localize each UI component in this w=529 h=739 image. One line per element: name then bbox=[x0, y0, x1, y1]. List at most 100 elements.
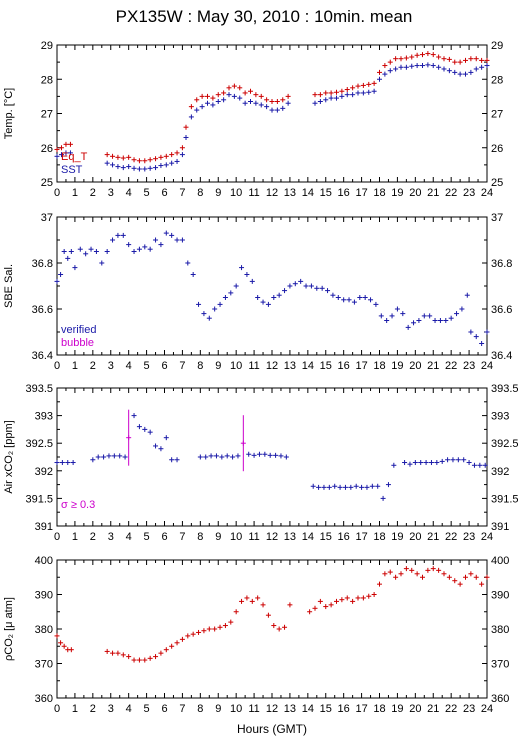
data-point bbox=[463, 574, 468, 580]
data-point bbox=[179, 636, 185, 642]
x-tick-label: 14 bbox=[302, 531, 314, 543]
data-point bbox=[473, 56, 479, 62]
x-tick-label: 3 bbox=[108, 531, 114, 543]
data-point bbox=[131, 157, 137, 163]
x-tick-label: 17 bbox=[355, 531, 367, 543]
y-axis-label: SBE Sal. bbox=[3, 264, 15, 308]
data-point bbox=[471, 462, 477, 468]
data-point bbox=[332, 483, 338, 489]
figure-title: PX135W : May 30, 2010 : 10min. mean bbox=[116, 7, 413, 26]
x-tick-label: 23 bbox=[463, 360, 475, 372]
y-axis-label: Air xCO₂ [ppm] bbox=[3, 420, 15, 493]
data-point bbox=[237, 95, 243, 101]
data-point bbox=[217, 301, 223, 307]
x-tick-label: 2 bbox=[90, 360, 96, 372]
data-point bbox=[366, 593, 372, 599]
x-tick-label: 4 bbox=[126, 360, 132, 372]
data-point bbox=[317, 92, 323, 98]
data-point bbox=[407, 461, 413, 467]
data-point bbox=[360, 595, 366, 601]
data-point bbox=[423, 460, 429, 466]
data-point bbox=[54, 460, 60, 466]
x-tick-label: 7 bbox=[179, 531, 185, 543]
data-point bbox=[67, 150, 73, 156]
data-point bbox=[398, 571, 404, 577]
data-point bbox=[414, 52, 420, 58]
data-point bbox=[360, 82, 366, 88]
data-point bbox=[412, 460, 418, 466]
data-point bbox=[377, 69, 382, 75]
y-tick-label-right: 36.6 bbox=[491, 304, 512, 316]
data-point bbox=[142, 158, 148, 164]
data-point bbox=[403, 64, 409, 70]
data-point bbox=[350, 92, 356, 98]
data-point bbox=[387, 569, 393, 575]
data-point bbox=[153, 165, 159, 171]
data-point bbox=[420, 574, 425, 580]
data-point bbox=[99, 260, 105, 266]
x-tick-label: 8 bbox=[197, 703, 203, 715]
data-point bbox=[385, 482, 391, 488]
data-point bbox=[382, 71, 388, 77]
data-point bbox=[65, 255, 71, 261]
y-tick-label: 28 bbox=[41, 74, 53, 86]
data-point bbox=[280, 105, 286, 111]
data-point bbox=[126, 409, 132, 466]
data-point bbox=[334, 95, 339, 101]
data-point bbox=[104, 152, 110, 158]
x-tick-label: 1 bbox=[72, 360, 78, 372]
data-point bbox=[120, 165, 126, 171]
y-tick-label-right: 391 bbox=[491, 521, 509, 533]
data-point bbox=[402, 460, 408, 466]
x-tick-label: 23 bbox=[463, 531, 475, 543]
data-point bbox=[387, 68, 393, 74]
data-point bbox=[443, 318, 449, 323]
data-point bbox=[280, 97, 286, 103]
data-point bbox=[484, 63, 490, 69]
data-point bbox=[185, 633, 191, 639]
x-tick-label: 22 bbox=[445, 703, 457, 715]
x-tick-label: 0 bbox=[54, 531, 60, 543]
data-point bbox=[282, 288, 288, 294]
data-point bbox=[267, 452, 273, 458]
data-point bbox=[136, 246, 142, 252]
x-tick-label: 23 bbox=[463, 187, 475, 199]
x-tick-label: 15 bbox=[320, 531, 332, 543]
data-point bbox=[179, 237, 185, 243]
x-tick-label: 2 bbox=[90, 531, 96, 543]
data-point bbox=[115, 154, 121, 160]
data-point bbox=[222, 295, 228, 300]
x-tick-label: 13 bbox=[284, 531, 296, 543]
x-tick-label: 18 bbox=[373, 703, 385, 715]
data-point bbox=[183, 124, 189, 130]
data-point bbox=[450, 457, 456, 463]
data-point bbox=[369, 483, 375, 489]
data-point bbox=[303, 283, 309, 289]
data-point bbox=[244, 272, 250, 277]
x-tick-label: 18 bbox=[373, 360, 385, 372]
data-point bbox=[206, 315, 212, 321]
x-tick-label: 5 bbox=[144, 531, 150, 543]
x-tick-label: 2 bbox=[90, 703, 96, 715]
x-tick-label: 12 bbox=[266, 531, 278, 543]
x-tick-label: 11 bbox=[248, 531, 259, 543]
x-tick-label: 7 bbox=[179, 360, 185, 372]
data-point bbox=[58, 640, 64, 646]
y-tick-label-right: 391.5 bbox=[491, 493, 519, 505]
data-point bbox=[425, 567, 431, 573]
data-point bbox=[208, 453, 214, 459]
series-1 bbox=[54, 230, 490, 346]
x-tick-label: 13 bbox=[284, 360, 296, 372]
data-point bbox=[190, 631, 196, 637]
data-point bbox=[325, 288, 331, 294]
data-point bbox=[308, 283, 314, 289]
data-point bbox=[251, 452, 257, 458]
data-point bbox=[432, 318, 438, 323]
data-point bbox=[389, 313, 395, 319]
x-tick-label: 10 bbox=[230, 531, 242, 543]
data-point bbox=[348, 484, 354, 490]
data-point bbox=[233, 283, 239, 289]
data-point bbox=[326, 484, 332, 490]
data-point bbox=[246, 451, 252, 457]
data-point bbox=[409, 54, 415, 60]
